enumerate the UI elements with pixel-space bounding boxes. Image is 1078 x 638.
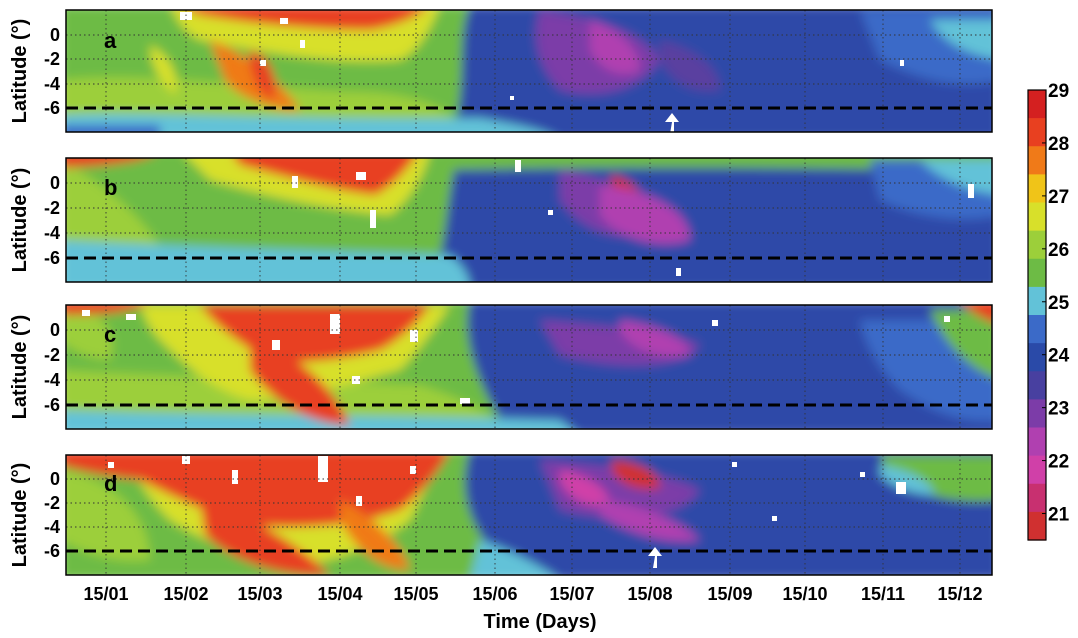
colorbar: 29 28 27 26 25 24 23 22 21 [1027,81,1070,541]
panel-d-arrow-marker [648,547,662,568]
panel-d-label: d [104,471,117,496]
colorbar-tick-label: 26 [1048,240,1069,261]
colorbar-band [1028,315,1046,344]
panel-d: d 0 -2 -4 -6 Latitude (°) [9,454,993,576]
colorbar-tick-label: 21 [1048,505,1070,526]
panel-d-ylabel: Latitude (°) [9,463,31,568]
y-tick-label: -4 [44,74,60,94]
colorbar-band [1028,258,1046,288]
x-tick-label: 15/04 [317,584,362,604]
x-axis: 15/01 15/02 15/03 15/04 15/05 15/06 15/0… [83,584,982,633]
panel-c-heatmap [66,305,992,429]
y-tick-label: 0 [50,469,60,489]
colorbar-bands [1028,90,1046,541]
panel-b-ylabel: Latitude (°) [9,168,31,273]
x-tick-label: 15/03 [237,584,282,604]
y-tick-label: -2 [44,345,60,365]
colorbar-band [1028,399,1046,429]
colorbar-band [1028,371,1046,400]
x-tick-label: 15/05 [393,584,438,604]
panel-c: c 0 -2 -4 -6 Latitude (°) [9,304,993,430]
y-tick-label: -6 [44,248,60,268]
y-tick-label: -2 [44,49,60,69]
panel-c-ylabel: Latitude (°) [9,315,31,420]
y-tick-label: -6 [44,395,60,415]
y-tick-label: -6 [44,98,60,118]
x-axis-label: Time (Days) [483,611,596,633]
panel-b-grid [66,158,992,282]
colorbar-ticks: 29 28 27 26 25 24 23 22 21 [1042,81,1070,526]
panel-b-frame [65,157,993,283]
x-tick-label: 15/08 [627,584,672,604]
panel-a-ylabel: Latitude (°) [9,19,31,124]
panel-d-grid [66,455,992,575]
y-tick-label: -4 [44,223,60,243]
y-tick-label: -4 [44,370,60,390]
colorbar-tick-label: 22 [1048,452,1069,473]
panel-a: a 0 -2 -4 -6 Latitude (°) [9,9,993,134]
panel-c-grid [66,305,992,429]
colorbar-band [1028,343,1046,372]
y-tick-label: -2 [44,198,60,218]
colorbar-band [1028,230,1046,260]
panel-d-yticks: 0 -2 -4 -6 [44,469,60,561]
y-tick-label: 0 [50,173,60,193]
colorbar-band [1028,146,1046,175]
y-tick-label: -4 [44,517,60,537]
panel-a-yticks: 0 -2 -4 -6 [44,25,60,118]
colorbar-tick-label: 25 [1048,293,1070,314]
x-tick-label: 15/11 [861,584,905,604]
x-tick-label: 15/10 [782,584,827,604]
panel-b-heatmap [66,158,992,282]
x-tick-label: 15/02 [163,584,208,604]
panel-d-heatmap [66,455,992,575]
colorbar-band [1028,511,1046,541]
panel-d-frame [65,454,993,576]
colorbar-band [1028,118,1046,147]
colorbar-tick-label: 23 [1048,399,1069,420]
colorbar-band [1028,90,1046,119]
panel-c-label: c [104,322,116,347]
panel-b-label: b [104,175,117,200]
colorbar-band [1028,202,1046,232]
y-tick-label: -2 [44,493,60,513]
x-tick-label: 15/07 [549,584,594,604]
colorbar-band [1028,427,1046,457]
x-tick-label: 15/06 [472,584,517,604]
colorbar-band [1028,286,1046,316]
panel-b-yticks: 0 -2 -4 -6 [44,173,60,268]
y-tick-label: 0 [50,320,60,340]
y-tick-label: 0 [50,25,60,45]
colorbar-frame [1027,89,1047,541]
x-tick-labels: 15/01 15/02 15/03 15/04 15/05 15/06 15/0… [83,584,982,604]
x-tick-label: 15/09 [707,584,752,604]
panel-a-grid [66,10,992,132]
panel-c-yticks: 0 -2 -4 -6 [44,320,60,415]
colorbar-band [1028,483,1046,513]
panel-a-label: a [104,28,117,53]
panel-a-heatmap [66,10,992,132]
colorbar-tick-label: 29 [1048,81,1069,102]
panel-c-frame [65,304,993,430]
panel-a-arrow-marker [665,113,679,134]
x-tick-label: 15/12 [937,584,982,604]
panel-a-frame [65,9,993,133]
y-tick-label: -6 [44,541,60,561]
colorbar-band [1028,455,1046,485]
colorbar-tick-label: 27 [1048,187,1069,208]
panel-b: b 0 -2 -4 -6 Latitude (°) [9,157,993,283]
colorbar-tick-label: 28 [1048,134,1069,155]
colorbar-tick-label: 24 [1048,346,1070,367]
colorbar-band [1028,174,1046,204]
x-tick-label: 15/01 [83,584,128,604]
